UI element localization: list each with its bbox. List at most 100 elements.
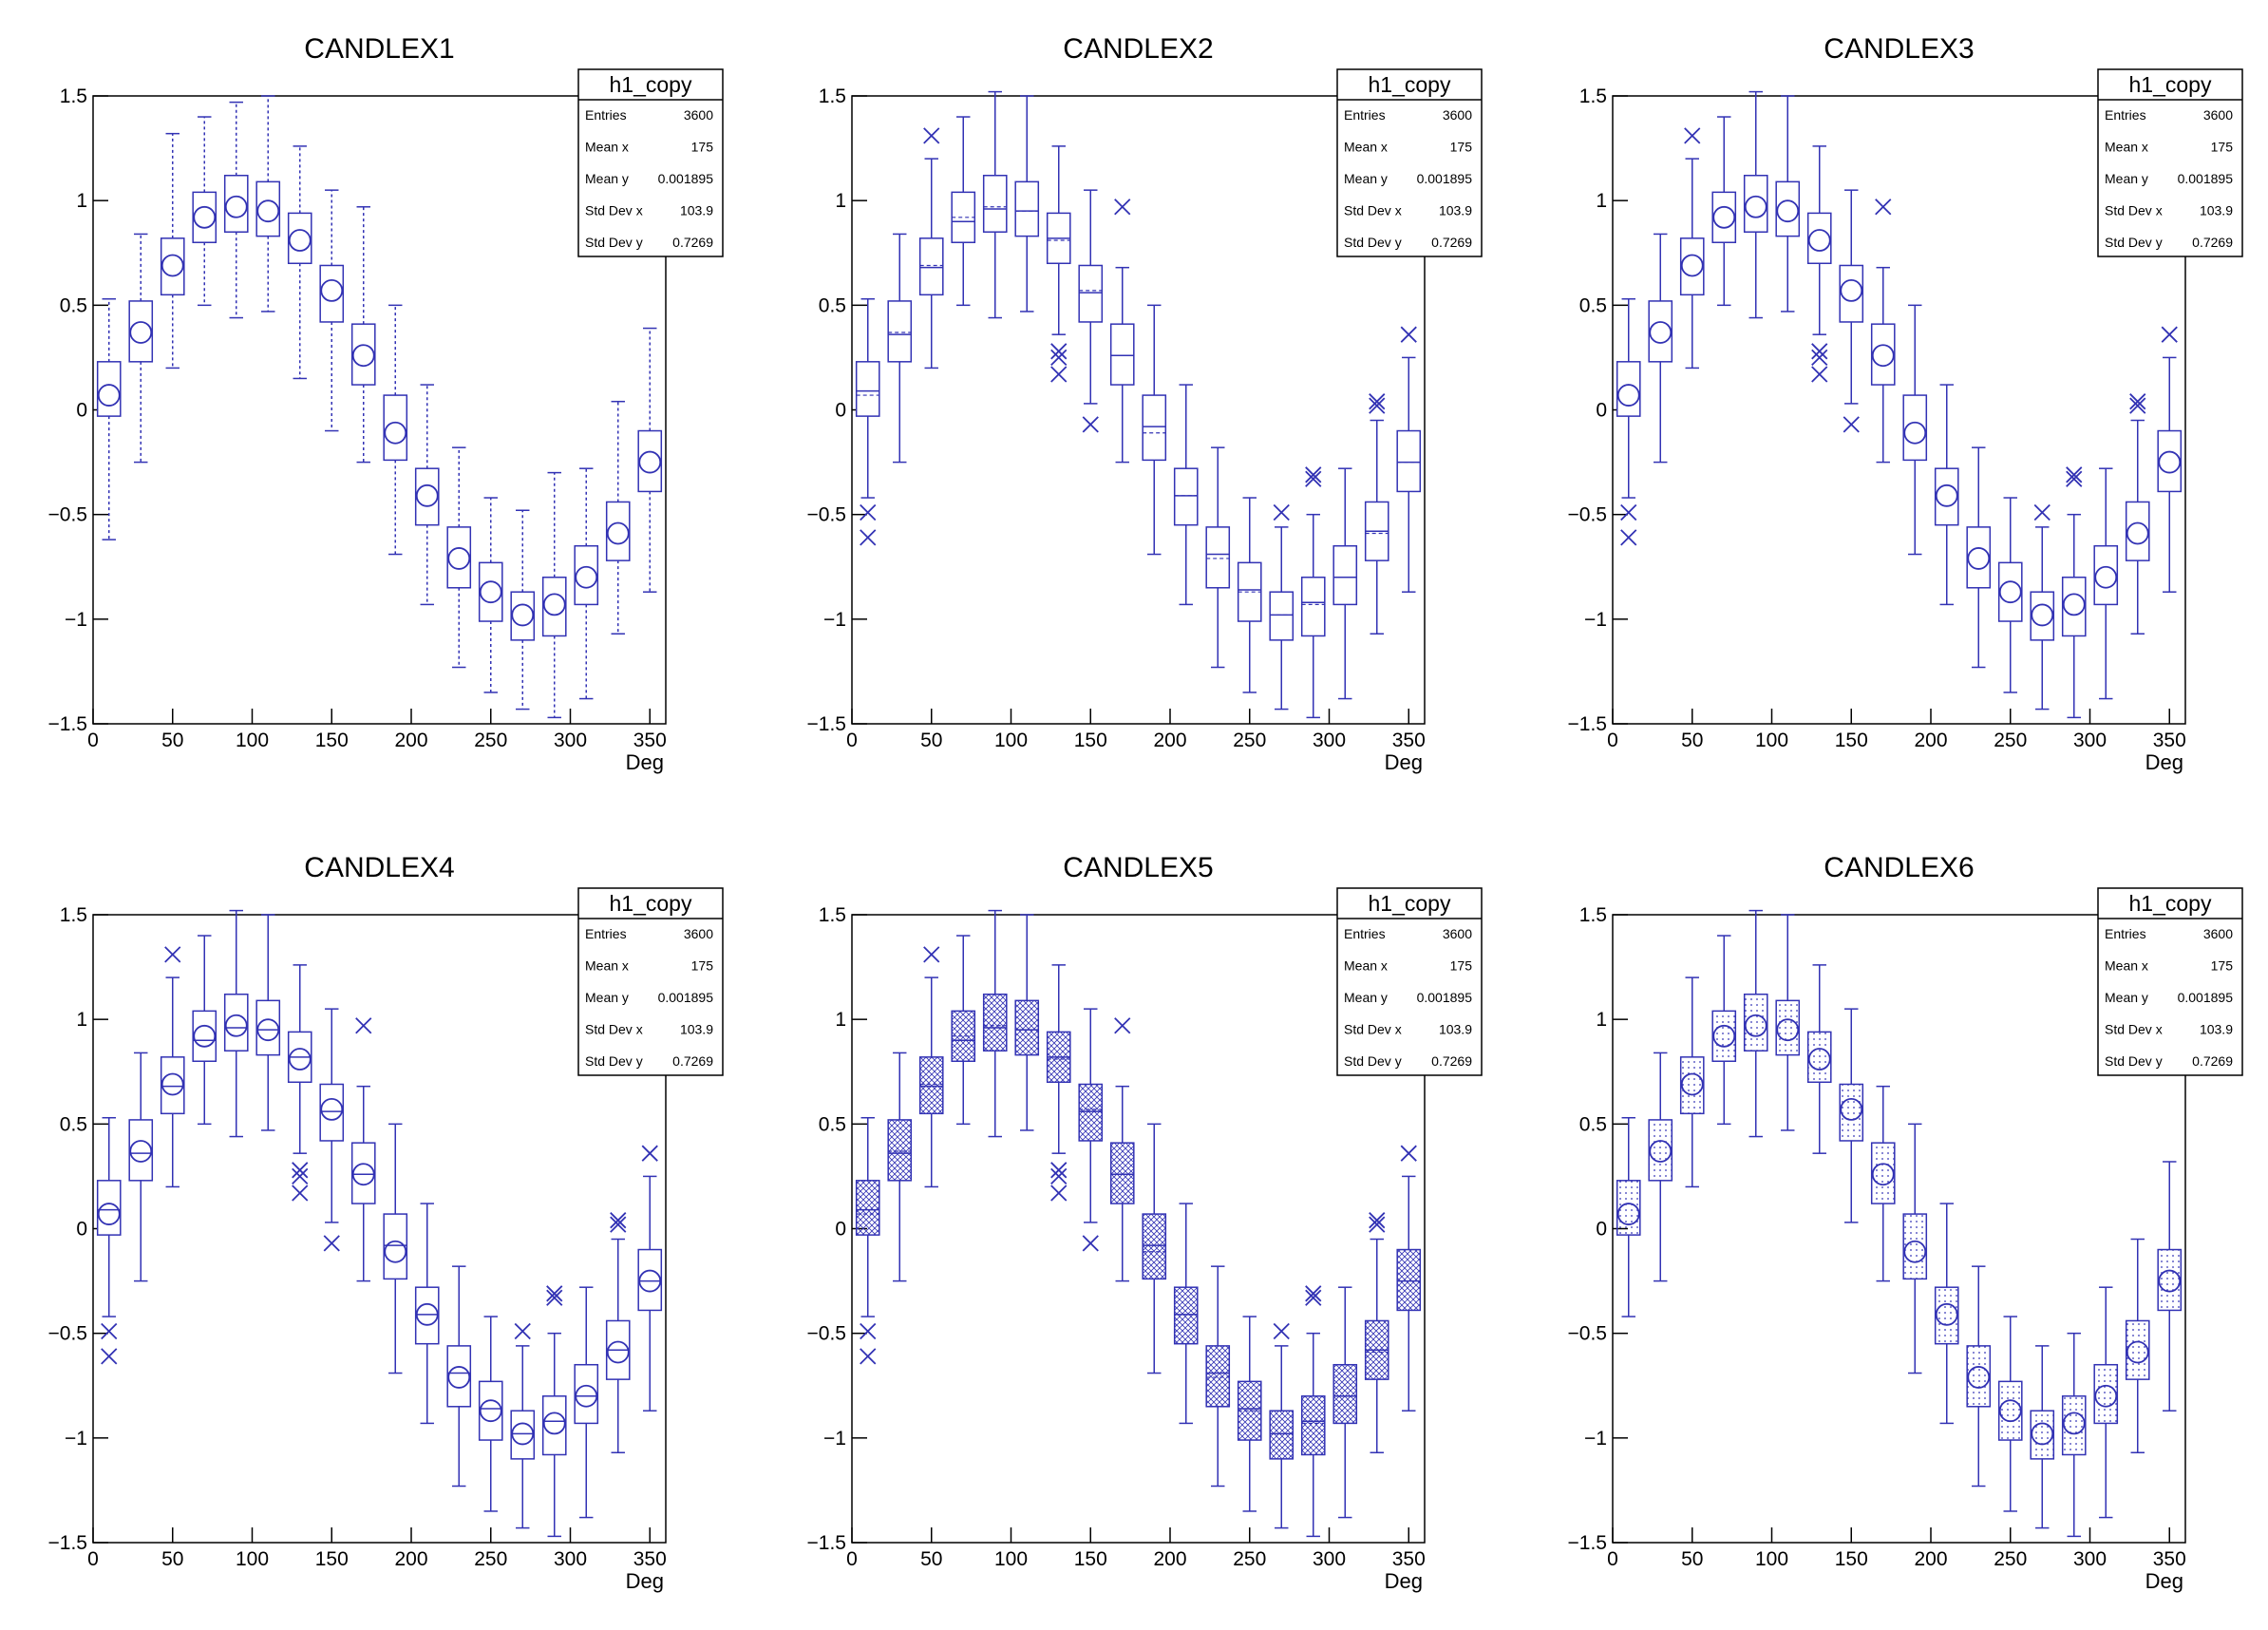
box <box>1806 212 1832 265</box>
stats-value: 175 <box>691 958 714 974</box>
x-tick-label: 150 <box>315 1548 349 1570</box>
outlier <box>514 1322 531 1340</box>
stats-label: Std Dev x <box>2105 1022 2163 1037</box>
box <box>1173 467 1199 526</box>
y-tick-label: 0.5 <box>1579 294 1607 316</box>
mean-marker <box>351 344 375 368</box>
mean-marker <box>1935 1302 1958 1326</box>
outlier <box>1050 1162 1068 1179</box>
x-tick-label: 350 <box>1392 1548 1426 1570</box>
mean-marker <box>2031 603 2054 627</box>
x-tick-label: 200 <box>1914 1548 1947 1570</box>
y-tick-label: −1 <box>823 1428 846 1450</box>
outlier <box>292 1167 309 1185</box>
box <box>1870 1142 1896 1204</box>
box <box>1839 264 1864 323</box>
x-tick-label: 50 <box>1681 1548 1703 1570</box>
box <box>383 394 408 462</box>
stats-value: 175 <box>2211 958 2234 974</box>
box <box>1078 264 1104 323</box>
outlier <box>355 1017 372 1034</box>
chart-title: CANDLEX2 <box>1063 33 1213 65</box>
outlier <box>610 1212 627 1229</box>
mean-marker <box>638 450 662 474</box>
chart-title: CANDLEX4 <box>304 852 454 883</box>
y-tick-label: −1 <box>1584 1428 1607 1450</box>
mean-marker <box>1903 421 1927 445</box>
stats-value: 103.9 <box>1439 203 1472 218</box>
stats-value: 103.9 <box>2200 1022 2233 1037</box>
outlier <box>2066 466 2083 483</box>
box <box>1711 191 1737 243</box>
stats-label: Std Dev x <box>585 203 643 218</box>
stats-label: Entries <box>585 926 627 941</box>
stats-title: h1_copy <box>610 891 692 916</box>
box <box>918 1056 944 1115</box>
outlier <box>641 1145 658 1162</box>
y-tick-label: 0.5 <box>819 1113 846 1135</box>
outlier <box>2129 397 2146 414</box>
x-tick-label: 250 <box>474 730 507 751</box>
mean-marker <box>2094 565 2118 589</box>
stats-label: Mean x <box>585 958 629 974</box>
mean-marker <box>1935 483 1958 507</box>
stats-label: Mean y <box>1344 171 1388 186</box>
mean-marker <box>2062 593 2086 616</box>
outlier <box>292 1185 309 1202</box>
mean-marker <box>1776 1018 1800 1042</box>
box <box>1966 1345 1992 1408</box>
mean-marker <box>2158 450 2182 474</box>
box <box>1775 180 1801 237</box>
chart-panel: CANDLEX1 Deg 0 50 100 150 200 250 300 350 −1.5 −1 −0… <box>48 33 724 774</box>
outlier <box>1811 366 1828 383</box>
x-tick-label: 150 <box>1835 730 1868 751</box>
stats-label: Std Dev y <box>2105 235 2163 250</box>
outlier <box>610 1216 627 1233</box>
stats-value: 0.001895 <box>658 171 714 186</box>
stats-value: 0.001895 <box>658 990 714 1005</box>
box <box>1078 1083 1104 1142</box>
stats-value: 175 <box>691 140 714 155</box>
mean-marker <box>1680 1072 1704 1096</box>
mean-marker <box>288 229 312 252</box>
x-tick-label: 100 <box>994 1548 1028 1570</box>
mean-marker <box>1776 199 1800 223</box>
y-tick-label: 1 <box>1596 1009 1607 1031</box>
stats-label: Mean x <box>585 140 629 155</box>
outlier <box>1400 326 1417 343</box>
stats-box <box>2097 68 2243 257</box>
box <box>2157 1248 2183 1312</box>
x-tick-label: 0 <box>846 730 858 751</box>
outlier <box>2066 470 2083 487</box>
x-tick-label: 200 <box>1914 730 1947 751</box>
x-tick-label: 50 <box>1681 730 1703 751</box>
mean-marker <box>2126 521 2149 545</box>
outlier <box>1811 349 1828 367</box>
x-tick-label: 300 <box>1313 1548 1346 1570</box>
y-tick-label: 1 <box>835 190 846 212</box>
chart-panel: CANDLEX4 Deg 0 50 100 150 200 250 300 350 −1.5 −1 −0… <box>48 852 724 1593</box>
outlier <box>1050 343 1068 360</box>
box <box>446 1345 472 1408</box>
x-tick-label: 200 <box>394 1548 427 1570</box>
y-tick-label: 0 <box>1596 400 1607 422</box>
mean-marker <box>1871 1163 1895 1186</box>
box <box>1332 544 1358 606</box>
y-tick-label: 0 <box>76 1219 87 1241</box>
y-tick-label: −1 <box>823 609 846 631</box>
box <box>1743 993 1768 1052</box>
mean-marker <box>129 1140 153 1163</box>
mean-marker <box>193 1024 217 1048</box>
stats-label: Std Dev y <box>585 1053 643 1069</box>
box <box>414 467 440 526</box>
x-tick-label: 250 <box>474 1548 507 1570</box>
outlier <box>860 1322 877 1340</box>
outlier <box>101 1322 118 1340</box>
box <box>255 180 281 237</box>
box <box>1711 1010 1737 1062</box>
x-tick-label: 200 <box>1153 1548 1186 1570</box>
stats-label: Std Dev x <box>2105 203 2163 218</box>
mean-marker <box>542 593 566 616</box>
box <box>2061 577 2087 637</box>
